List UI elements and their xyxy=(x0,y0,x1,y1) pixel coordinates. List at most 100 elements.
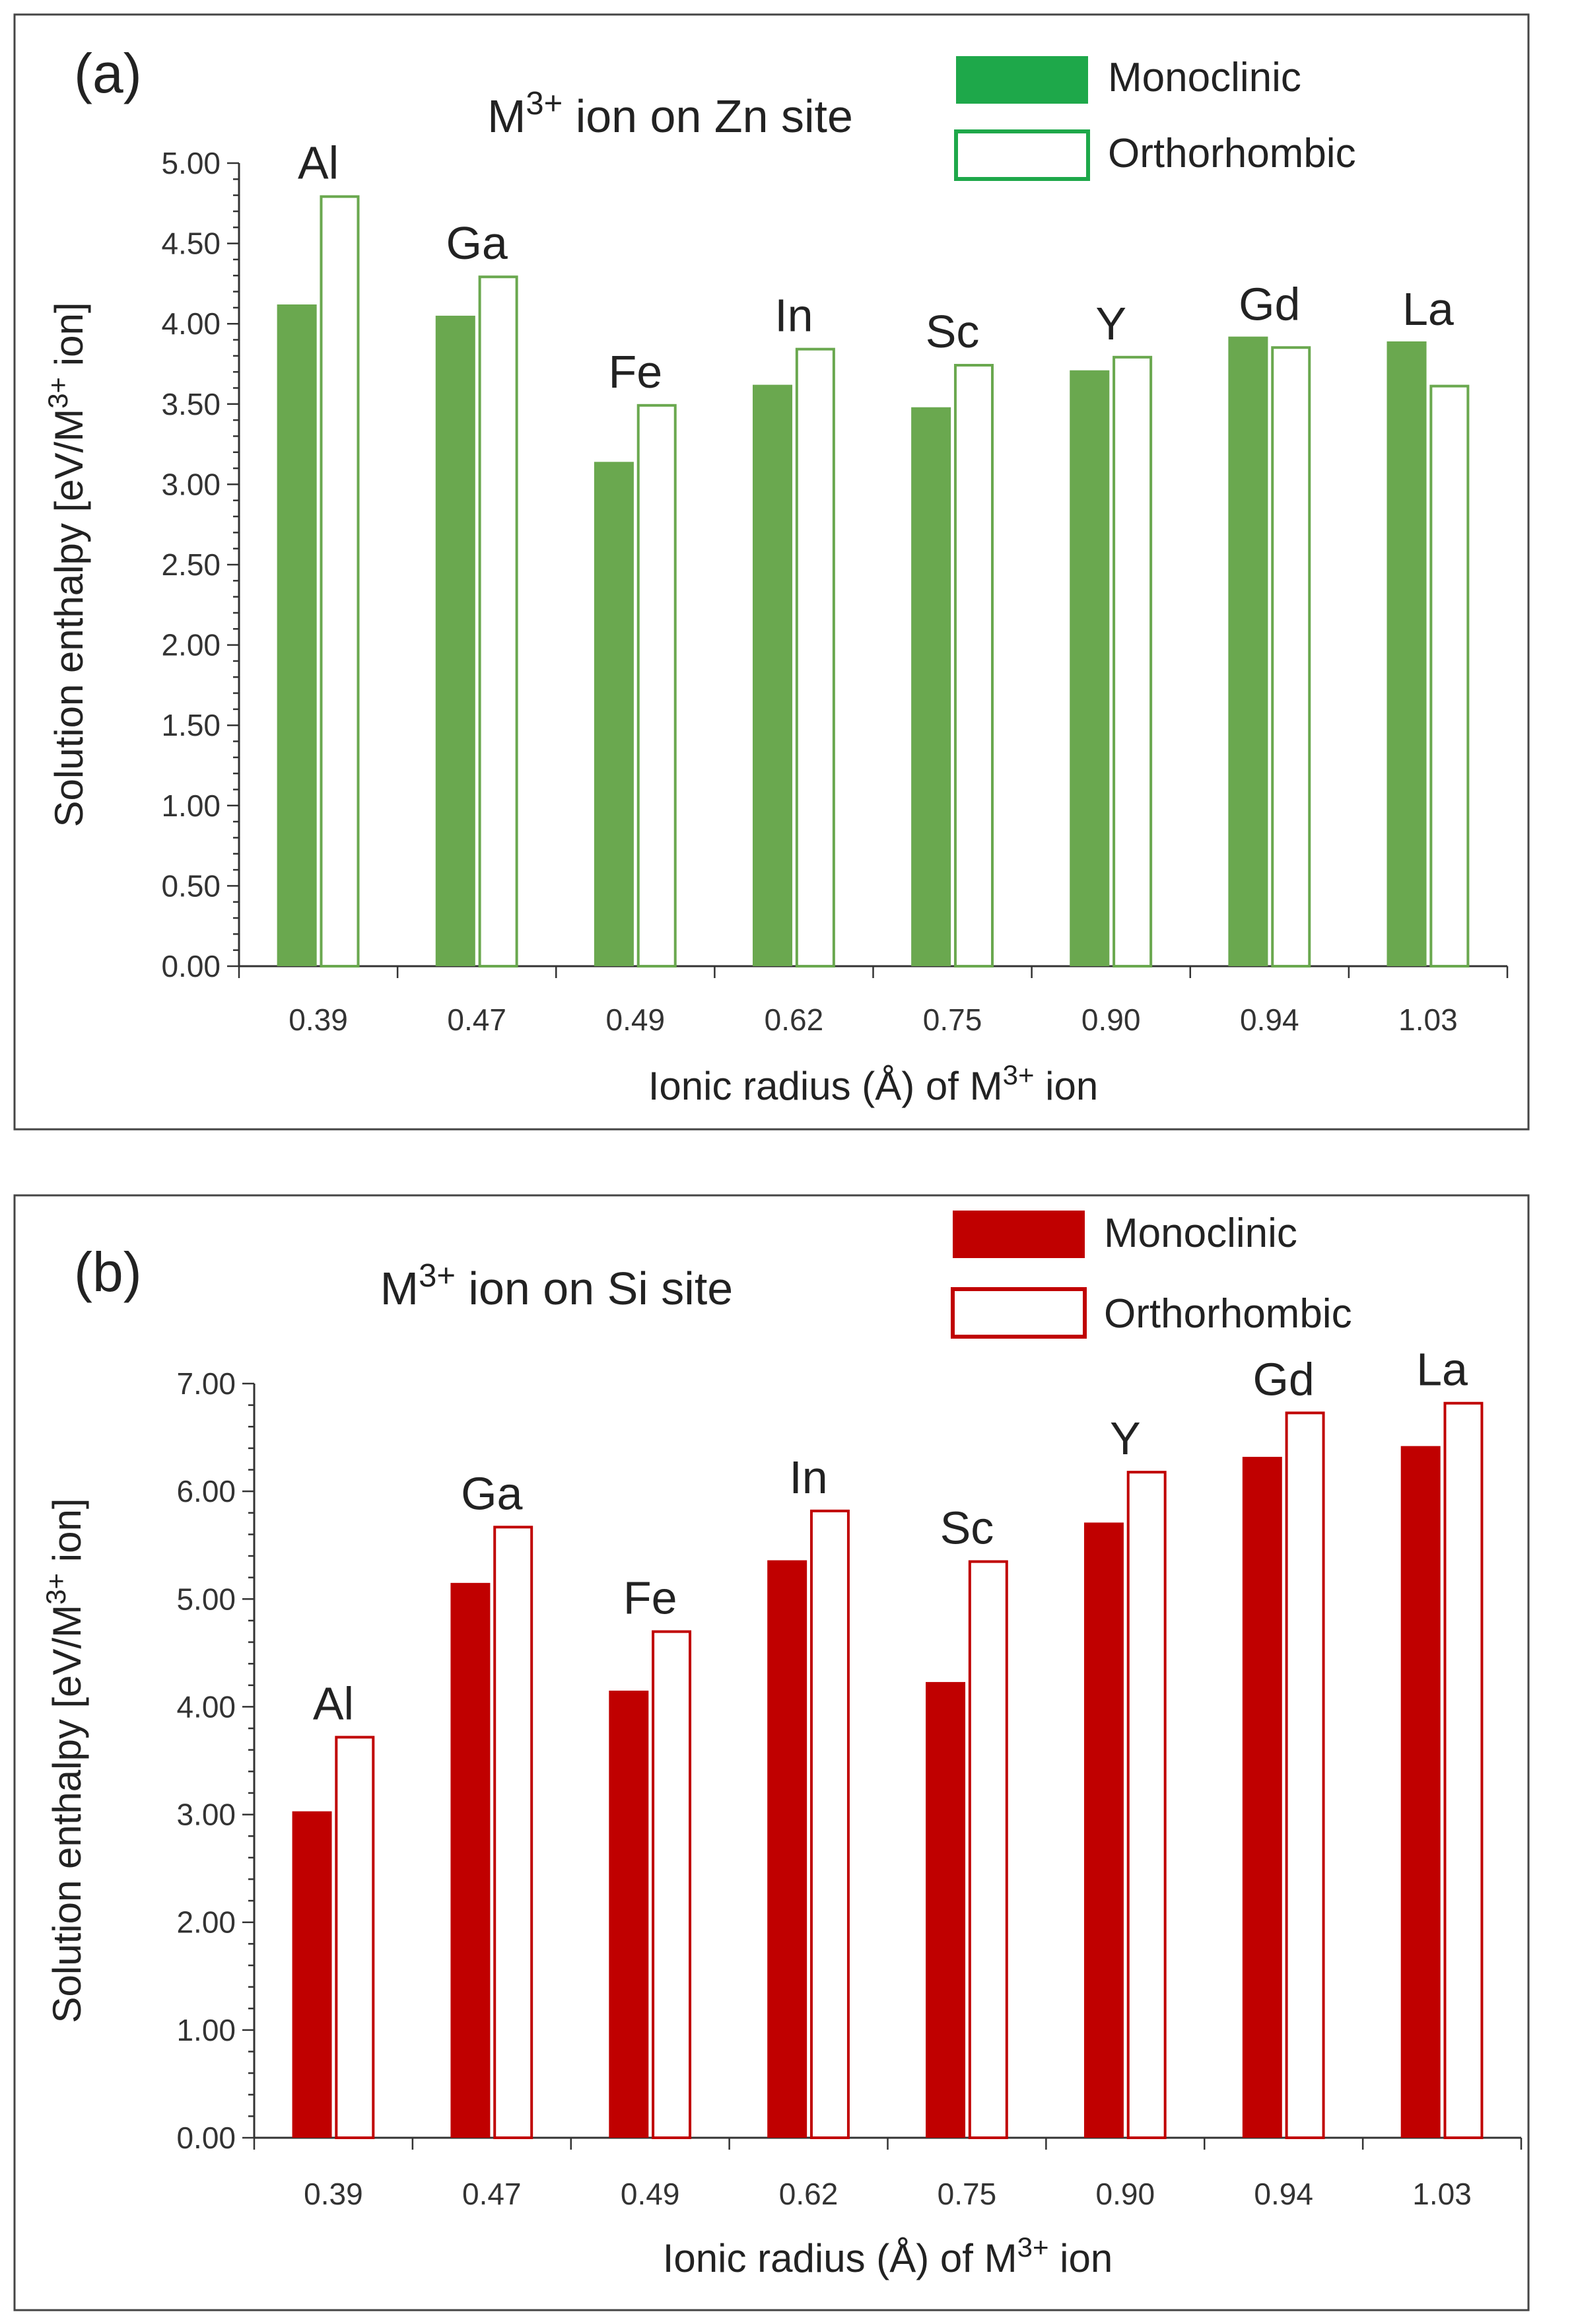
legend-swatch-monoclinic xyxy=(956,56,1088,104)
y-tick-label: 0.00 xyxy=(176,2121,236,2155)
y-tick-label: 5.00 xyxy=(161,146,221,180)
x-tick-label: 0.75 xyxy=(938,2177,997,2211)
x-tick-label: 0.75 xyxy=(923,1003,982,1037)
x-tick-label: 0.90 xyxy=(1081,1003,1141,1037)
x-tick-label: 0.47 xyxy=(447,1003,506,1037)
x-tick-label: 0.49 xyxy=(606,1003,666,1037)
x-axis-title-sup: 3+ xyxy=(1017,2232,1049,2263)
element-label: La xyxy=(1402,283,1454,335)
bar-orthorhombic xyxy=(478,275,518,968)
bar-group xyxy=(1228,336,1311,968)
bar-monoclinic xyxy=(1070,370,1110,966)
bar-monoclinic xyxy=(926,1681,966,2138)
legend-label-monoclinic: Monoclinic xyxy=(1104,1211,1297,1256)
y-tick-label: 3.00 xyxy=(176,1798,236,1832)
legend-label-orthorhombic: Orthorhombic xyxy=(1108,131,1356,176)
x-axis: 0.39 0.47 0.49 0.62 0.75 0.90 0.94 1.03 xyxy=(253,2136,1523,2211)
element-label: In xyxy=(789,1452,827,1503)
x-tick-label: 0.94 xyxy=(1240,1003,1299,1037)
panel-letter: (b) xyxy=(74,1241,142,1303)
bar-monoclinic xyxy=(435,316,475,966)
panel-title-rest: ion on Zn site xyxy=(563,90,853,142)
x-axis-title: Ionic radius (Å) of M3+ ion xyxy=(663,2232,1113,2281)
y-axis-title-sup: 3+ xyxy=(40,1573,71,1605)
element-label: Ga xyxy=(461,1467,522,1519)
bar-group xyxy=(1070,355,1153,968)
bar-orthorhombic xyxy=(795,347,835,968)
bar-monoclinic xyxy=(1242,1456,1282,2138)
legend-swatch-monoclinic xyxy=(953,1211,1085,1258)
x-axis-title: Ionic radius (Å) of M3+ ion xyxy=(648,1059,1098,1109)
element-label: Al xyxy=(298,137,339,189)
x-tick-label: 1.03 xyxy=(1412,2177,1472,2211)
x-tick-label: 0.49 xyxy=(621,2177,680,2211)
bar-orthorhombic xyxy=(809,1509,850,2140)
bar-monoclinic xyxy=(753,384,793,966)
x-tick-label: 0.39 xyxy=(304,2177,363,2211)
y-tick-label: 5.00 xyxy=(176,1582,236,1616)
y-axis-title-rest: ion] xyxy=(45,1498,89,1572)
element-label: Y xyxy=(1095,298,1126,349)
legend: Monoclinic Orthorhombic xyxy=(954,55,1356,181)
y-axis: 0.00 0.50 1.00 1.50 2.00 2.50 3.00 3.50 4.00 4.50… xyxy=(161,146,240,983)
bar-orthorhombic xyxy=(1443,1401,1484,2140)
bar-orthorhombic xyxy=(1271,346,1311,968)
bar-group xyxy=(1242,1411,1325,2140)
bar-group xyxy=(450,1526,533,2140)
panel-title: M3+ ion on Zn site xyxy=(487,86,853,142)
element-label: Ga xyxy=(446,217,507,269)
y-tick-label: 6.00 xyxy=(176,1474,236,1508)
bar-monoclinic xyxy=(1387,341,1427,966)
y-axis-title: Solution enthalpy [eV/M3+ ion] xyxy=(40,1498,90,2023)
y-axis-title-base: Solution enthalpy [eV/M xyxy=(45,1605,89,2024)
bar-group xyxy=(1387,341,1470,968)
y-tick-label: 1.50 xyxy=(161,708,221,742)
y-tick-label: 2.50 xyxy=(161,547,221,582)
bar-orthorhombic xyxy=(493,1526,533,2140)
bar-group xyxy=(767,1509,850,2140)
legend: Monoclinic Orthorhombic xyxy=(951,1211,1352,1339)
y-tick-label: 0.00 xyxy=(161,949,221,983)
bar-monoclinic xyxy=(609,1690,649,2138)
element-label: Y xyxy=(1110,1413,1141,1464)
bar-group xyxy=(435,275,518,968)
panel-title-sup: 3+ xyxy=(526,86,563,122)
element-label: Gd xyxy=(1252,1353,1314,1405)
y-axis: 0.00 1.00 2.00 3.00 4.00 5.00 6.00 7.00 xyxy=(176,1366,256,2155)
x-tick-label: 0.62 xyxy=(779,2177,839,2211)
panel-title: M3+ ion on Si site xyxy=(380,1258,733,1314)
element-label: In xyxy=(774,290,813,341)
bar-orthorhombic xyxy=(1285,1411,1325,2140)
legend-swatch-orthorhombic xyxy=(951,1287,1087,1339)
bar-monoclinic xyxy=(767,1560,807,2138)
x-tick-label: 0.62 xyxy=(765,1003,824,1037)
panel-letter: (a) xyxy=(74,42,142,104)
x-axis-title-base: Ionic radius (Å) of M xyxy=(663,2236,1017,2280)
y-axis-title: Solution enthalpy [eV/M3+ ion] xyxy=(42,302,92,827)
element-label: Al xyxy=(313,1677,354,1729)
y-tick-label: 2.00 xyxy=(161,628,221,662)
bar-orthorhombic xyxy=(652,1630,692,2139)
bar-orthorhombic xyxy=(1126,1471,1167,2140)
bar-orthorhombic xyxy=(335,1736,375,2139)
bar-group xyxy=(926,1560,1008,2139)
panel-title-sup: 3+ xyxy=(419,1258,456,1294)
y-tick-label: 7.00 xyxy=(176,1366,236,1401)
y-tick-label: 4.00 xyxy=(161,306,221,341)
bar-monoclinic xyxy=(450,1582,491,2138)
bar-group xyxy=(277,195,360,968)
bar-monoclinic xyxy=(1400,1446,1441,2138)
legend-label-orthorhombic: Orthorhombic xyxy=(1104,1291,1352,1337)
bar-orthorhombic xyxy=(320,195,360,968)
bar-monoclinic xyxy=(277,304,317,966)
chart-panel-b: 0.00 1.00 2.00 3.00 4.00 5.00 6.00 7.00 0.39 0.47… xyxy=(13,1194,1530,2311)
y-tick-label: 4.50 xyxy=(161,227,221,261)
element-label: Fe xyxy=(623,1572,677,1624)
bar-group xyxy=(609,1630,692,2139)
bar-orthorhombic xyxy=(1113,355,1153,968)
panel-frame xyxy=(13,1194,1530,2311)
element-label: Gd xyxy=(1239,279,1300,330)
bar-monoclinic xyxy=(292,1811,332,2138)
bar-orthorhombic xyxy=(968,1560,1008,2139)
